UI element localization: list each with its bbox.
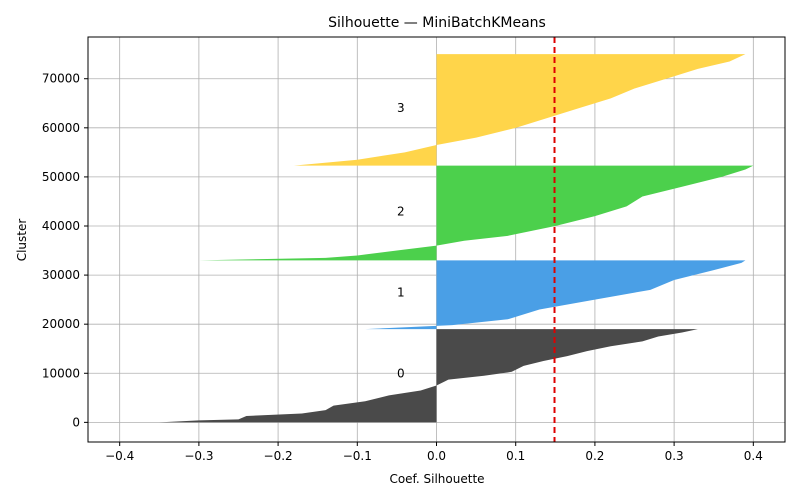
silhouette-clusters: 0 1 2 3: [159, 54, 754, 423]
cluster-3-label: 3: [397, 101, 405, 115]
x-tick-label: 0.3: [665, 449, 684, 463]
axis-ticks: −0.4 −0.3 −0.2 −0.1 0.0 0.1 0.2 0.3 0.4 0 10000 200…: [42, 72, 763, 463]
y-axis-label: Cluster: [15, 219, 29, 262]
x-tick-label: 0.0: [427, 449, 446, 463]
cluster-1-silhouette: [365, 260, 746, 330]
y-tick-label: 50000: [42, 170, 80, 184]
y-tick-label: 0: [72, 415, 80, 429]
x-tick-label: 0.1: [506, 449, 525, 463]
x-tick-label: −0.1: [343, 449, 372, 463]
cluster-0-silhouette: [159, 329, 698, 423]
chart-title: Silhouette — MiniBatchKMeans: [328, 15, 546, 31]
x-tick-label: −0.3: [184, 449, 213, 463]
cluster-0-label: 0: [397, 366, 405, 380]
cluster-2-silhouette: [198, 165, 754, 261]
y-tick-label: 40000: [42, 219, 80, 233]
x-tick-label: −0.2: [264, 449, 293, 463]
y-tick-label: 10000: [42, 366, 80, 380]
x-tick-label: −0.4: [105, 449, 134, 463]
y-tick-label: 70000: [42, 72, 80, 86]
y-tick-label: 60000: [42, 121, 80, 135]
x-axis-label: Coef. Silhouette: [389, 472, 484, 486]
x-tick-label: 0.4: [744, 449, 763, 463]
cluster-3-silhouette: [293, 54, 746, 166]
x-tick-label: 0.2: [585, 449, 604, 463]
cluster-1-label: 1: [397, 285, 405, 299]
cluster-2-label: 2: [397, 204, 405, 218]
y-tick-label: 20000: [42, 317, 80, 331]
y-tick-label: 30000: [42, 268, 80, 282]
